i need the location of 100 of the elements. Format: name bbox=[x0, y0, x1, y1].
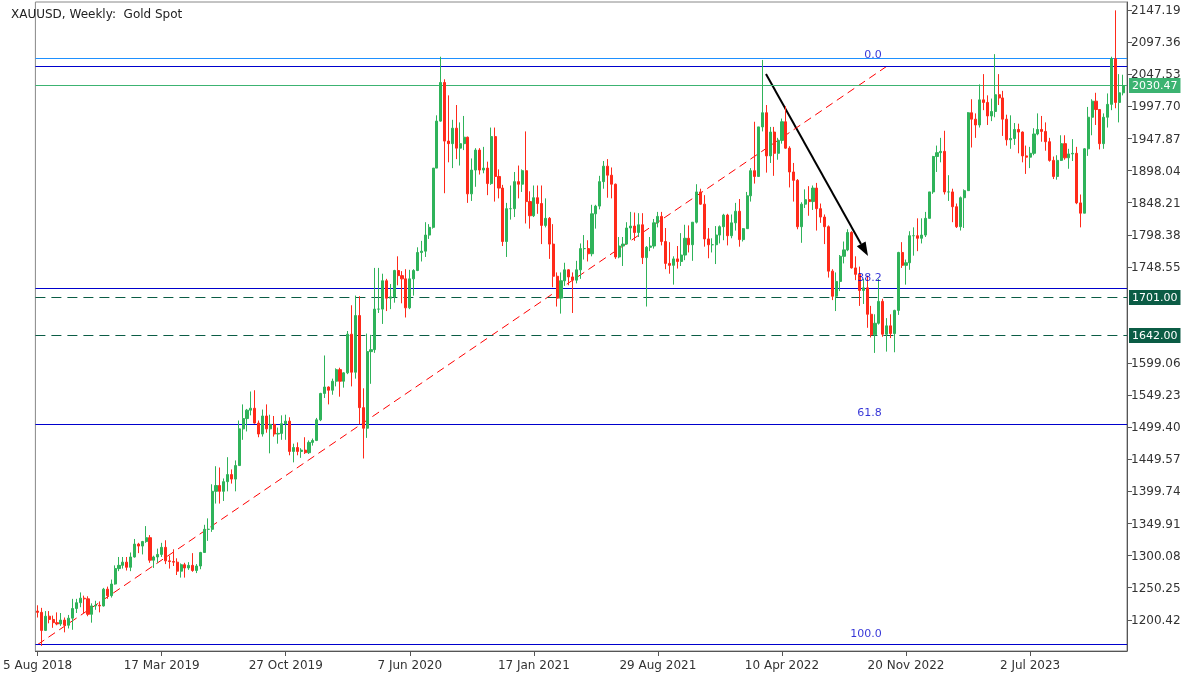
x-tick-label: 7 Jun 2020 bbox=[377, 658, 443, 672]
x-tick-label: 29 Aug 2021 bbox=[619, 658, 697, 672]
candlestick bbox=[284, 414, 287, 441]
candlestick bbox=[1063, 134, 1067, 161]
candlestick bbox=[916, 217, 919, 252]
ref-line-label: 2030.47 bbox=[1132, 78, 1178, 92]
candlestick bbox=[187, 561, 190, 571]
y-tick-label: 1599.06 bbox=[1131, 356, 1181, 371]
candlestick bbox=[1009, 114, 1012, 150]
ref-line-label: 1701.00 bbox=[1132, 291, 1178, 305]
y-tick-label: 1898.04 bbox=[1131, 163, 1181, 178]
y-tick-label: 1300.08 bbox=[1131, 548, 1181, 563]
y-tick-label: 1399.74 bbox=[1131, 484, 1181, 499]
annotation: 0.0 bbox=[864, 48, 882, 62]
candlestick bbox=[230, 468, 233, 485]
candlestick bbox=[540, 185, 543, 245]
candlestick bbox=[48, 610, 51, 624]
candlestick bbox=[738, 198, 741, 248]
candlestick bbox=[815, 182, 818, 232]
candlestick bbox=[753, 121, 756, 185]
candlestick bbox=[722, 213, 725, 241]
candlestick bbox=[765, 104, 768, 174]
candlestick bbox=[102, 587, 105, 608]
candlestick bbox=[633, 212, 636, 242]
candlestick bbox=[137, 542, 140, 554]
candlestick bbox=[125, 556, 128, 572]
candlestick bbox=[505, 202, 508, 258]
candlestick bbox=[300, 447, 303, 459]
candlestick bbox=[55, 611, 59, 626]
candlestick bbox=[970, 98, 973, 149]
candlestick bbox=[148, 534, 152, 564]
y-tick-label: 2097.36 bbox=[1131, 35, 1181, 50]
candlestick bbox=[606, 158, 609, 199]
candlestick bbox=[769, 126, 772, 164]
candlestick bbox=[404, 268, 407, 318]
candlestick bbox=[304, 436, 307, 455]
candlestick bbox=[183, 562, 186, 579]
candlestick bbox=[86, 595, 90, 617]
candlestick bbox=[494, 127, 497, 203]
x-tick-label: 10 Apr 2022 bbox=[744, 658, 820, 672]
candlestick bbox=[517, 165, 520, 199]
y-tick-label: 1549.23 bbox=[1131, 388, 1181, 403]
x-tick-label: 20 Nov 2022 bbox=[867, 658, 945, 672]
candlestick bbox=[478, 147, 481, 176]
y-tick-label: 1997.70 bbox=[1131, 99, 1181, 114]
candlestick bbox=[466, 136, 469, 204]
candlestick bbox=[521, 168, 524, 193]
x-tick-label: 27 Oct 2019 bbox=[248, 658, 323, 672]
candlestick bbox=[265, 403, 268, 434]
candlestick bbox=[881, 298, 884, 338]
candlestick bbox=[943, 130, 946, 196]
y-tick-label: 1250.25 bbox=[1131, 580, 1181, 595]
x-tick-label: 2 Jul 2023 bbox=[999, 658, 1061, 672]
candlestick bbox=[98, 600, 101, 613]
candlestick bbox=[90, 602, 93, 624]
candlestick bbox=[191, 552, 194, 573]
annotation: 61.8 bbox=[857, 406, 882, 420]
candlestick bbox=[629, 211, 632, 241]
candlestick bbox=[676, 245, 679, 270]
x-tick-label: 17 Mar 2019 bbox=[123, 658, 200, 672]
x-tick-label: 17 Jan 2021 bbox=[497, 658, 570, 672]
candlestick bbox=[443, 78, 446, 194]
candlestick bbox=[590, 204, 594, 257]
ref-line-label: 1642.00 bbox=[1132, 329, 1178, 343]
candlestick bbox=[513, 171, 516, 218]
y-tick-label: 1947.87 bbox=[1131, 131, 1181, 146]
candlestick bbox=[637, 212, 640, 238]
candlestick bbox=[408, 269, 411, 310]
candlestick bbox=[366, 333, 369, 439]
candlestick bbox=[424, 221, 427, 258]
candlestick bbox=[687, 224, 690, 253]
candlestick bbox=[269, 414, 272, 454]
candlestick bbox=[486, 161, 489, 196]
candlestick bbox=[63, 617, 66, 633]
candlestick bbox=[71, 598, 74, 631]
y-tick-label: 2147.19 bbox=[1131, 3, 1181, 18]
candlestick bbox=[121, 556, 124, 570]
y-tick-label: 1848.21 bbox=[1131, 195, 1181, 210]
candlestick bbox=[83, 595, 86, 614]
candlestick bbox=[532, 185, 535, 218]
candlestick bbox=[885, 317, 888, 353]
candlestick bbox=[672, 255, 675, 286]
candlestick bbox=[52, 615, 55, 629]
candlestick bbox=[218, 467, 221, 505]
candlestick bbox=[1114, 9, 1117, 109]
candlestick bbox=[978, 83, 981, 129]
candlestick bbox=[106, 586, 109, 600]
candlestick bbox=[350, 304, 353, 387]
x-tick-label: 5 Aug 2018 bbox=[3, 658, 73, 672]
candlestick bbox=[385, 278, 388, 312]
candlestick bbox=[338, 367, 342, 398]
chart-title: XAUUSD, Weekly: Gold Spot bbox=[11, 7, 183, 21]
candlestick bbox=[273, 415, 276, 438]
candlestick bbox=[587, 239, 590, 262]
candlestick bbox=[715, 225, 718, 265]
candlestick bbox=[327, 385, 330, 405]
candlestick bbox=[292, 443, 295, 463]
candlestick bbox=[947, 174, 950, 202]
candlestick bbox=[40, 607, 43, 647]
candlestick bbox=[726, 213, 729, 246]
